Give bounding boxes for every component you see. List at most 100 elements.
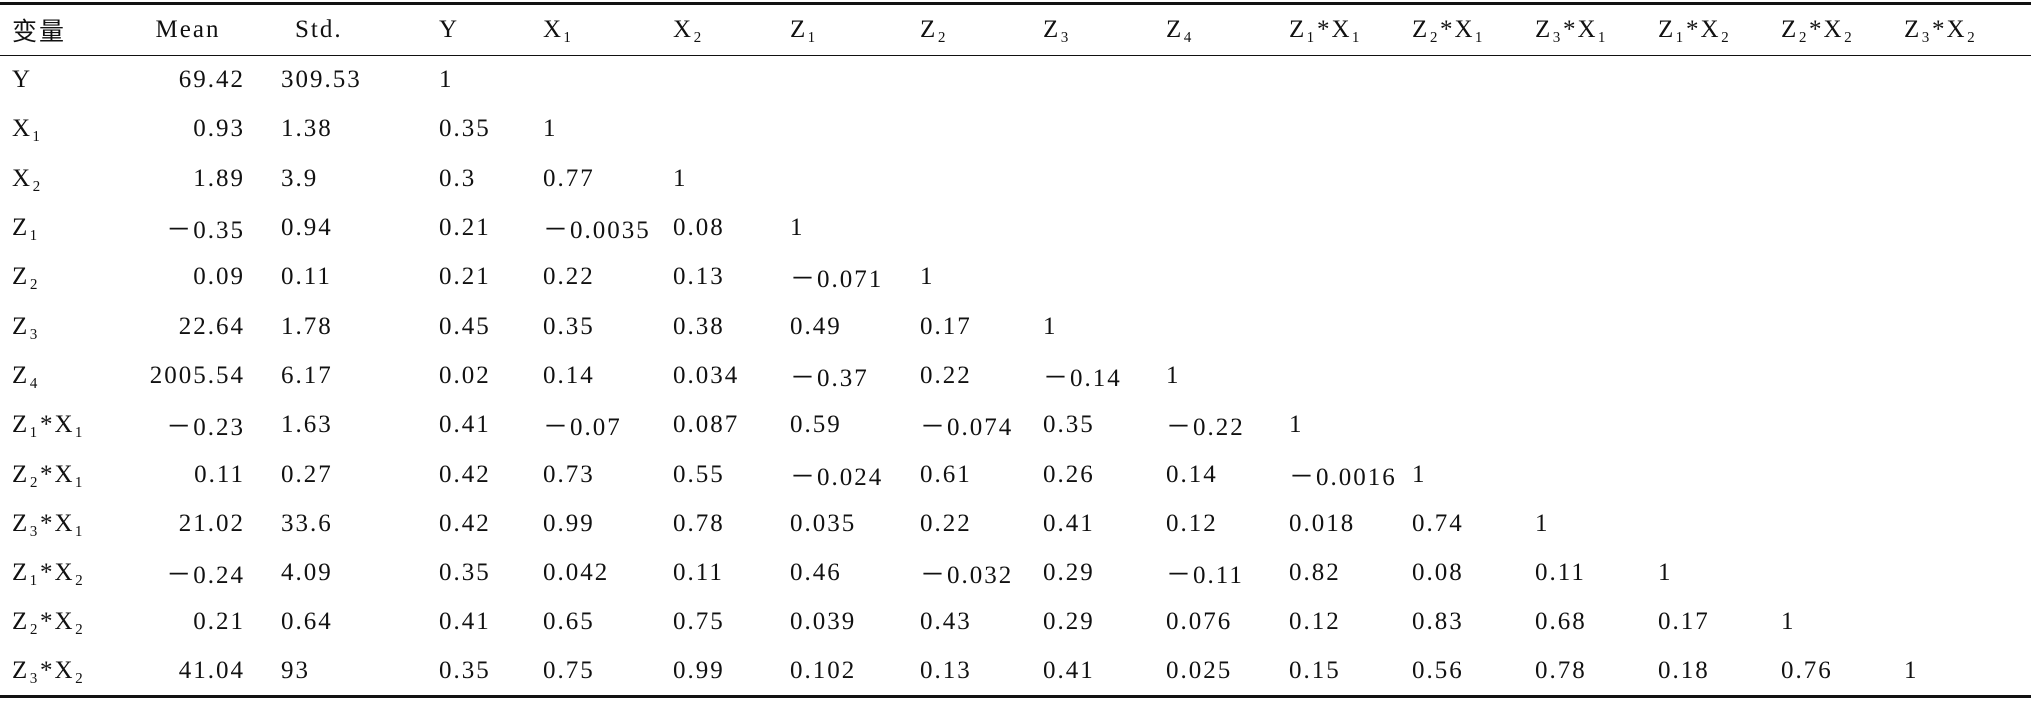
empty-cell — [1892, 499, 2031, 548]
table-cell: 0.93 — [193, 115, 245, 143]
table-cell: 0.83 — [1412, 608, 1464, 636]
table-cell: 1 — [439, 66, 454, 94]
table-cell: 0.42 — [439, 509, 491, 537]
empty-cell — [778, 154, 908, 203]
table-cell: －0.07 — [543, 414, 622, 442]
table-cell: －0.37 — [790, 364, 869, 392]
empty-cell — [1277, 351, 1400, 400]
empty-cell — [778, 105, 908, 154]
table-cell: 0.49 — [790, 312, 842, 340]
row-label: Z₂*X₂ — [12, 608, 86, 636]
table-cell: 0.22 — [920, 361, 972, 389]
table-cell: 0.78 — [673, 509, 725, 537]
empty-cell — [1154, 105, 1277, 154]
empty-cell — [908, 105, 1031, 154]
table-row: Z₃*X₁ 21.02 33.6 0.42 0.99 0.78 0.035 0.22 0.41 0… — [0, 499, 2031, 548]
table-row: Y 69.42 309.53 1 — [0, 56, 2031, 105]
table-cell: 1.89 — [193, 164, 245, 192]
table-cell: 0.22 — [920, 509, 972, 537]
table-cell: 0.41 — [439, 608, 491, 636]
table-cell: 1 — [1904, 656, 1919, 684]
table-cell: 33.6 — [281, 509, 333, 537]
empty-cell — [1523, 401, 1646, 450]
table-cell: 1 — [1535, 509, 1550, 537]
table-cell: 0.99 — [673, 656, 725, 684]
empty-cell — [1646, 203, 1769, 252]
table-cell: 0.018 — [1289, 509, 1356, 537]
table-cell: 0.46 — [790, 559, 842, 587]
table-cell: 0.55 — [673, 460, 725, 488]
table-row: Z₂ 0.09 0.11 0.21 0.22 0.13 －0.071 1 — [0, 253, 2031, 302]
table-cell: 93 — [281, 656, 310, 684]
table-cell: －0.032 — [920, 562, 1014, 590]
table-cell: 6.17 — [281, 361, 333, 389]
empty-cell — [1769, 105, 1892, 154]
table-cell: 0.35 — [439, 656, 491, 684]
table-cell: 0.13 — [673, 263, 725, 291]
empty-cell — [1646, 351, 1769, 400]
empty-cell — [1031, 203, 1154, 252]
table-cell: 0.17 — [920, 312, 972, 340]
header-row: 变量 Mean Std. Y X₁ X₂ Z₁ Z₂ Z₃ Z₄ Z₁*X₁ Z₂*X₁ Z₃*X₁ Z₁… — [0, 3, 2031, 56]
table-cell: 0.14 — [1166, 460, 1218, 488]
empty-cell — [1277, 203, 1400, 252]
table-cell: －0.35 — [166, 217, 245, 245]
table-cell: －0.11 — [1166, 562, 1244, 590]
empty-cell — [1154, 203, 1277, 252]
empty-cell — [1769, 499, 1892, 548]
empty-cell — [1523, 302, 1646, 351]
empty-cell — [1400, 154, 1523, 203]
table-cell: 0.08 — [1412, 559, 1464, 587]
table-cell: 0.35 — [439, 115, 491, 143]
empty-cell — [1154, 253, 1277, 302]
empty-cell — [1523, 351, 1646, 400]
table-cell: 0.11 — [1535, 559, 1586, 587]
table-cell: 1 — [1166, 361, 1181, 389]
empty-cell — [1892, 154, 2031, 203]
table-cell: －0.24 — [166, 562, 245, 590]
empty-cell — [1277, 56, 1400, 105]
table-cell: 0.41 — [1043, 656, 1095, 684]
empty-cell — [908, 203, 1031, 252]
table-cell: 0.61 — [920, 460, 972, 488]
table-cell: 1.38 — [281, 115, 333, 143]
empty-cell — [1892, 302, 2031, 351]
row-label: X₁ — [12, 115, 43, 143]
table-header: 变量 Mean Std. Y X₁ X₂ Z₁ Z₂ Z₃ Z₄ Z₁*X₁ Z₂*X₁ Z₃*X₁ Z₁… — [0, 3, 2031, 56]
table-cell: 1 — [543, 115, 558, 143]
empty-cell — [1892, 598, 2031, 647]
table-cell: 0.35 — [543, 312, 595, 340]
empty-cell — [1892, 253, 2031, 302]
table-cell: 22.64 — [178, 312, 245, 340]
column-header: Z₄ — [1166, 16, 1194, 43]
row-label: Z₂*X₁ — [12, 460, 86, 488]
table-cell: 0.68 — [1535, 608, 1587, 636]
table-cell: 0.076 — [1166, 608, 1233, 636]
table-cell: －0.071 — [790, 266, 884, 294]
table-cell: 0.14 — [543, 361, 595, 389]
empty-cell — [1769, 154, 1892, 203]
table-cell: 0.034 — [673, 361, 740, 389]
empty-cell — [531, 56, 661, 105]
table-row: Z₄ 2005.54 6.17 0.02 0.14 0.034 －0.37 0.22 －0.14… — [0, 351, 2031, 400]
table-cell: 2005.54 — [149, 361, 245, 389]
empty-cell — [1892, 105, 2031, 154]
row-label: Y — [12, 66, 33, 94]
empty-cell — [1769, 351, 1892, 400]
table-cell: 0.11 — [194, 460, 245, 488]
column-header: 变量 — [12, 19, 67, 46]
empty-cell — [1769, 548, 1892, 597]
table-cell: 0.08 — [673, 214, 725, 242]
table-cell: 0.3 — [439, 164, 477, 192]
empty-cell — [1277, 253, 1400, 302]
column-header: X₁ — [543, 16, 574, 43]
table-cell: 0.29 — [1043, 608, 1095, 636]
empty-cell — [1892, 450, 2031, 499]
row-label: Z₂ — [12, 263, 40, 291]
table-cell: 0.025 — [1166, 656, 1233, 684]
row-label: Z₃*X₁ — [12, 509, 86, 537]
table-cell: 0.35 — [439, 559, 491, 587]
table-cell: 0.77 — [543, 164, 595, 192]
empty-cell — [1277, 105, 1400, 154]
empty-cell — [1523, 253, 1646, 302]
